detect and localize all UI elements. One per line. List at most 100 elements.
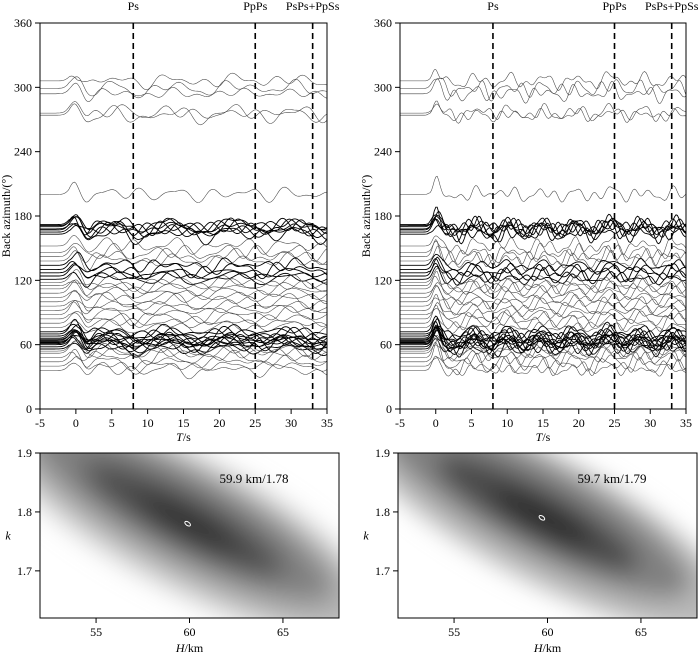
x-axis-label: T/s bbox=[176, 430, 191, 444]
y-axis-label: k bbox=[5, 529, 11, 543]
rf-trace bbox=[400, 296, 686, 316]
rf-trace bbox=[40, 300, 327, 326]
hk-best-annotation-right: 59.7 km/1.79 bbox=[578, 471, 647, 486]
x-axis-label-symbol: H bbox=[175, 641, 186, 655]
hk-energy-band bbox=[398, 453, 697, 618]
x-tick-label: 15 bbox=[537, 416, 549, 430]
hk-stack-panel-left: 55 60 65 1.7 1.8 1.9 H/km k bbox=[5, 446, 340, 655]
rf-trace bbox=[400, 77, 686, 102]
x-tick-label: 55 bbox=[90, 625, 102, 639]
rf-trace bbox=[40, 318, 327, 343]
rf-trace bbox=[400, 284, 686, 306]
rf-trace bbox=[400, 355, 686, 377]
y-tick-label: 180 bbox=[14, 209, 32, 223]
y-axis-label: k bbox=[363, 529, 369, 543]
x-axis-label: H/km bbox=[533, 641, 562, 655]
rf-trace bbox=[40, 362, 327, 380]
x-axis-label-symbol: T bbox=[536, 430, 544, 444]
rf-trace bbox=[40, 246, 327, 265]
y-tick-label: 60 bbox=[380, 338, 392, 352]
rf-trace bbox=[400, 275, 686, 295]
x-tick-label: 65 bbox=[635, 625, 647, 639]
y-tick-label: 1.8 bbox=[375, 505, 390, 519]
rf-trace bbox=[40, 251, 327, 274]
rf-trace bbox=[40, 243, 327, 262]
phase-label: PpPs bbox=[602, 0, 626, 13]
rf-trace bbox=[400, 325, 686, 344]
y-tick-label: 180 bbox=[374, 209, 392, 223]
x-tick-label: 30 bbox=[644, 416, 656, 430]
y-tick-label: 120 bbox=[14, 273, 32, 287]
rf-trace bbox=[400, 235, 686, 256]
rf-trace bbox=[400, 327, 686, 354]
rf-trace bbox=[40, 278, 327, 294]
rf-trace bbox=[400, 355, 686, 377]
rf-trace bbox=[40, 82, 327, 102]
hk-best-marker bbox=[184, 520, 191, 527]
rf-trace bbox=[40, 311, 327, 328]
rf-trace bbox=[40, 101, 327, 124]
x-axis-label-symbol: H bbox=[533, 641, 544, 655]
rf-trace bbox=[40, 235, 327, 255]
x-axis-label-symbol: T bbox=[176, 430, 184, 444]
x-axis-label-unit: /km bbox=[543, 641, 562, 655]
rf-trace bbox=[400, 338, 686, 358]
rf-trace bbox=[400, 265, 686, 286]
x-tick-label: 55 bbox=[448, 625, 460, 639]
rf-trace bbox=[400, 257, 686, 277]
x-tick-label: 35 bbox=[321, 416, 333, 430]
rf-trace bbox=[40, 72, 327, 91]
rf-trace bbox=[40, 103, 327, 126]
hk-heatmap bbox=[40, 453, 339, 618]
rf-trace bbox=[40, 331, 327, 349]
phase-label: PpPs bbox=[243, 0, 267, 13]
rf-trace bbox=[400, 210, 686, 236]
rf-trace bbox=[400, 240, 686, 266]
y-tick-label: 1.7 bbox=[17, 564, 32, 578]
x-axis-label-unit: /km bbox=[185, 641, 204, 655]
rf-trace bbox=[400, 271, 686, 296]
y-tick-label: 360 bbox=[14, 16, 32, 30]
rf-trace bbox=[40, 280, 327, 297]
x-tick-label: 35 bbox=[680, 416, 692, 430]
rf-trace bbox=[400, 304, 686, 332]
hk-best-marker bbox=[538, 514, 546, 521]
x-tick-label: 60 bbox=[184, 625, 196, 639]
x-axis-label: T/s bbox=[536, 430, 551, 444]
x-tick-label: 0 bbox=[433, 416, 439, 430]
trace-group bbox=[40, 72, 327, 380]
rf-trace bbox=[40, 334, 327, 354]
rf-trace bbox=[40, 223, 327, 241]
x-tick-label: -5 bbox=[395, 416, 405, 430]
y-tick-label: 300 bbox=[14, 80, 32, 94]
rf-trace bbox=[40, 290, 327, 304]
y-tick-label: 240 bbox=[14, 145, 32, 159]
x-tick-label: 5 bbox=[109, 416, 115, 430]
rf-trace bbox=[400, 335, 686, 351]
rf-trace bbox=[400, 239, 686, 267]
x-tick-label: 0 bbox=[73, 416, 79, 430]
rf-trace bbox=[40, 250, 327, 272]
rf-trace bbox=[40, 347, 327, 365]
phase-label: Ps bbox=[487, 0, 499, 13]
y-tick-label: 1.8 bbox=[17, 505, 32, 519]
rf-trace bbox=[40, 356, 327, 375]
phase-label: PsPs+PpSs bbox=[645, 0, 699, 13]
y-tick-label: 60 bbox=[20, 338, 32, 352]
plot-frame bbox=[399, 22, 687, 410]
rf-trace bbox=[40, 289, 327, 312]
rf-trace bbox=[40, 214, 327, 236]
y-tick-label: 1.9 bbox=[375, 446, 390, 460]
phase-label: PsPs+PpSs bbox=[286, 0, 340, 13]
rf-trace bbox=[40, 76, 327, 99]
x-tick-label: 20 bbox=[213, 416, 225, 430]
x-tick-label: -5 bbox=[35, 416, 45, 430]
rf-trace bbox=[400, 326, 686, 349]
rf-trace bbox=[400, 218, 686, 245]
x-tick-label: 30 bbox=[285, 416, 297, 430]
rf-trace bbox=[400, 268, 686, 295]
rf-trace bbox=[40, 223, 327, 246]
rf-trace bbox=[400, 285, 686, 310]
rf-trace bbox=[40, 336, 327, 353]
y-axis-label: Back azimuth/(°) bbox=[359, 175, 373, 257]
